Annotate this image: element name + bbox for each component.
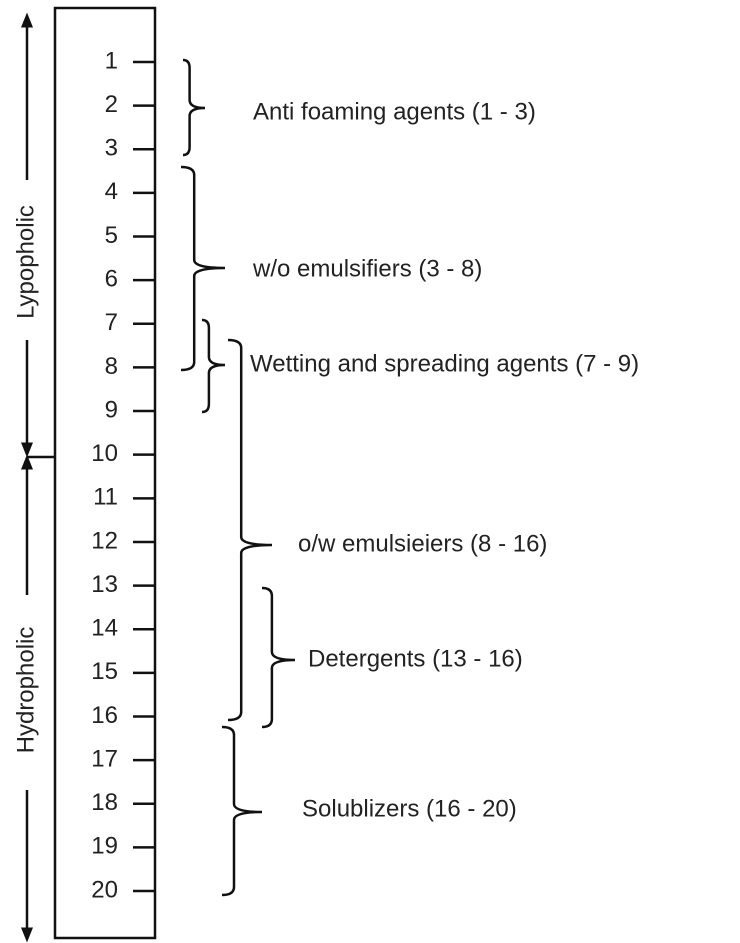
brace bbox=[221, 725, 263, 897]
scale-number: 6 bbox=[105, 266, 118, 293]
scale-number: 20 bbox=[91, 876, 118, 903]
scale-number: 17 bbox=[91, 745, 118, 772]
brace bbox=[261, 586, 296, 729]
scale-number: 14 bbox=[91, 615, 118, 642]
scale-number: 2 bbox=[105, 91, 118, 118]
scale-number: 9 bbox=[105, 396, 118, 423]
side-label: Lypopholic bbox=[12, 205, 39, 319]
range-label: w/o emulsifiers (3 - 8) bbox=[252, 255, 482, 282]
scale-number: 7 bbox=[105, 309, 118, 336]
scale-number: 3 bbox=[105, 135, 118, 162]
scale-number: 12 bbox=[91, 527, 118, 554]
side-label: Hydropholic bbox=[12, 627, 39, 754]
scale-number: 18 bbox=[91, 789, 118, 816]
range-label: Detergents (13 - 16) bbox=[308, 645, 523, 672]
scale-number: 10 bbox=[91, 440, 118, 467]
scale-box bbox=[53, 6, 157, 940]
scale-number: 1 bbox=[105, 47, 118, 74]
scale-number: 8 bbox=[105, 353, 118, 380]
scale-number: 16 bbox=[91, 702, 118, 729]
range-label: Solublizers (16 - 20) bbox=[302, 795, 517, 822]
range-label: o/w emulsieiers (8 - 16) bbox=[298, 530, 547, 557]
range-label: Wetting and spreading agents (7 - 9) bbox=[250, 350, 639, 377]
brace bbox=[201, 318, 226, 414]
scale-number: 11 bbox=[93, 484, 118, 511]
brace bbox=[180, 165, 226, 372]
scale-number: 19 bbox=[91, 833, 118, 860]
scale-number: 13 bbox=[91, 571, 118, 598]
scale-number: 15 bbox=[91, 658, 118, 685]
range-label: Anti foaming agents (1 - 3) bbox=[253, 98, 536, 125]
scale-number: 5 bbox=[105, 222, 118, 249]
scale-number: 4 bbox=[105, 178, 118, 205]
brace bbox=[227, 338, 273, 722]
brace bbox=[182, 58, 206, 157]
